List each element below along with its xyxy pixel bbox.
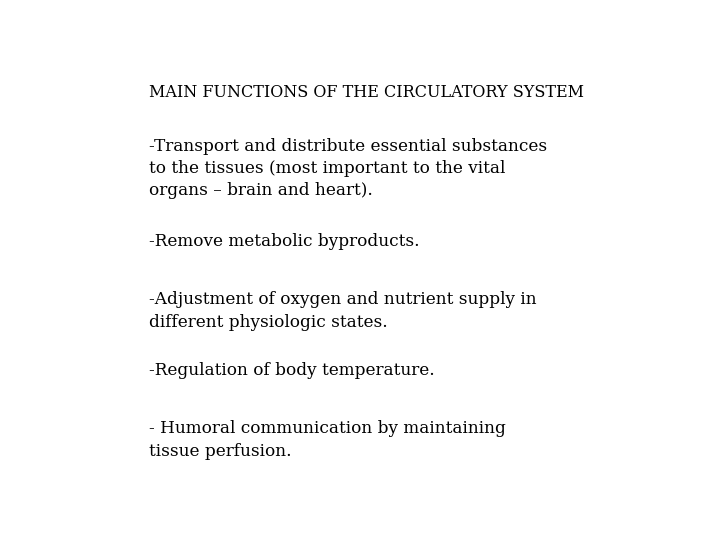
Text: -Adjustment of oxygen and nutrient supply in
different physiologic states.: -Adjustment of oxygen and nutrient suppl… xyxy=(148,292,536,330)
Text: - Humoral communication by maintaining
tissue perfusion.: - Humoral communication by maintaining t… xyxy=(148,420,505,460)
Text: -Transport and distribute essential substances
to the tissues (most important to: -Transport and distribute essential subs… xyxy=(148,138,546,199)
Text: MAIN FUNCTIONS OF THE CIRCULATORY SYSTEM: MAIN FUNCTIONS OF THE CIRCULATORY SYSTEM xyxy=(148,84,584,100)
Text: -Remove metabolic byproducts.: -Remove metabolic byproducts. xyxy=(148,233,419,250)
Text: -Regulation of body temperature.: -Regulation of body temperature. xyxy=(148,362,434,379)
